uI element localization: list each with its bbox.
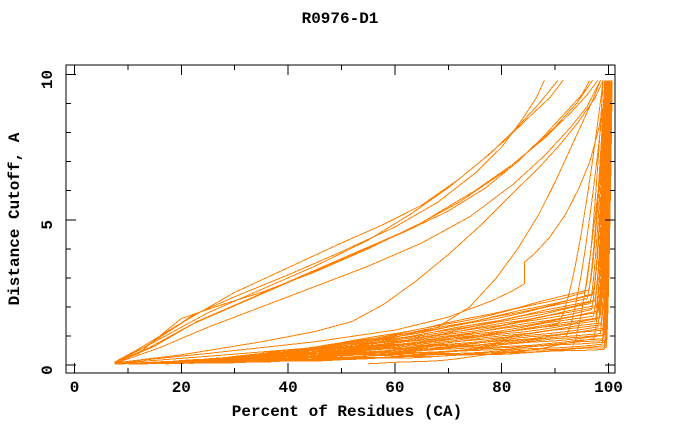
bundle-line-10 bbox=[115, 80, 606, 365]
bundle-line-5 bbox=[119, 80, 609, 365]
series-line-outlier-4 bbox=[117, 80, 593, 363]
bundle-line-28 bbox=[115, 80, 611, 365]
series-line-late-riser-1 bbox=[117, 80, 604, 364]
x-tick-label: 40 bbox=[278, 379, 297, 397]
bundle-line-22 bbox=[117, 80, 606, 365]
bundle-line-31 bbox=[119, 80, 609, 365]
y-tick-label: 0 bbox=[39, 365, 57, 375]
series-line-outlier-5 bbox=[118, 80, 601, 363]
bundle-line-32 bbox=[115, 80, 608, 365]
x-tick-label: 0 bbox=[70, 379, 80, 397]
bundle-line-34 bbox=[117, 80, 611, 365]
bundle-line-25 bbox=[116, 80, 612, 365]
bundle-line-35 bbox=[118, 80, 607, 365]
bundle-line-13 bbox=[114, 80, 612, 365]
y-tick-label: 5 bbox=[39, 220, 57, 230]
x-tick-label: 100 bbox=[594, 379, 623, 397]
bundle-line-30 bbox=[118, 80, 609, 364]
series-line-outlier-2 bbox=[115, 79, 559, 363]
series-line-outlier-6 bbox=[114, 80, 599, 364]
chart-title: R0976-D1 bbox=[301, 10, 379, 28]
plot-border bbox=[65, 64, 616, 374]
bundle-line-15 bbox=[117, 80, 611, 364]
y-tick-label: 10 bbox=[39, 70, 57, 89]
series-line-diagonal-top-93 bbox=[115, 79, 564, 363]
x-tick-label: 60 bbox=[385, 379, 404, 397]
bundle-line-6 bbox=[115, 80, 610, 364]
x-tick-label: 80 bbox=[492, 379, 511, 397]
bundle-line-36 bbox=[116, 80, 604, 364]
bundle-line-2 bbox=[116, 80, 611, 365]
series-line-jump-curve bbox=[117, 80, 608, 364]
bundle-line-1 bbox=[114, 80, 612, 365]
x-axis-label: Percent of Residues (CA) bbox=[231, 403, 463, 421]
bundle-line-3 bbox=[117, 80, 612, 365]
series-line-outlier-3 bbox=[116, 80, 591, 362]
bundle-line-11 bbox=[117, 80, 604, 365]
bundle-line-17 bbox=[115, 80, 610, 365]
bundle-line-24 bbox=[114, 80, 613, 365]
x-tick-label: 20 bbox=[172, 379, 191, 397]
bundle-line-29 bbox=[116, 80, 610, 365]
bundle-line-33 bbox=[368, 80, 609, 365]
